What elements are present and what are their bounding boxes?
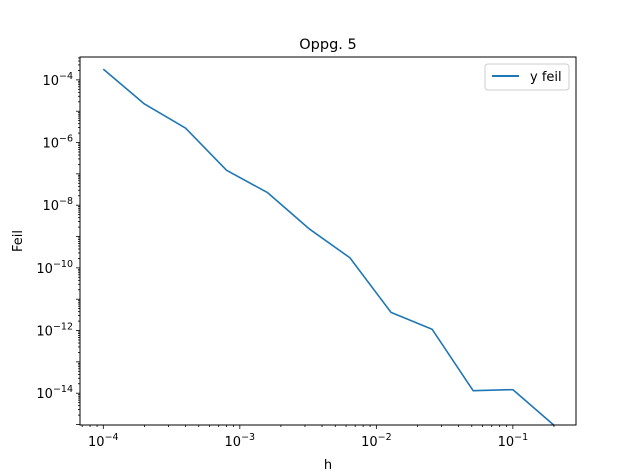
- x-axis-label: h: [324, 458, 332, 473]
- x-axis: 10−4 10−3 10−2 10−1: [81, 425, 555, 450]
- x-tick-label: 10−1: [498, 432, 529, 450]
- y-tick-label: 10−8: [42, 196, 73, 214]
- x-tick-label: 10−4: [88, 432, 119, 450]
- legend: y feil: [484, 63, 570, 91]
- legend-frame: [484, 63, 570, 91]
- x-tick-label: 10−3: [225, 432, 256, 450]
- y-tick-label: 10−4: [42, 71, 73, 89]
- series-line: [102, 68, 555, 426]
- y-tick-label: 10−6: [42, 134, 73, 152]
- y-tick-label: 10−10: [36, 259, 73, 277]
- chart-title: Oppg. 5: [299, 37, 356, 53]
- x-tick-label: 10−2: [361, 432, 392, 450]
- legend-label: y feil: [530, 70, 562, 85]
- y-axis-label: Feil: [11, 230, 26, 252]
- y-tick-label: 10−12: [36, 322, 73, 340]
- y-tick-label: 10−14: [36, 384, 73, 402]
- plot-area: [102, 68, 555, 426]
- y-axis: 10−4 10−6 10−8 10−10 10−12 10−14: [36, 57, 80, 425]
